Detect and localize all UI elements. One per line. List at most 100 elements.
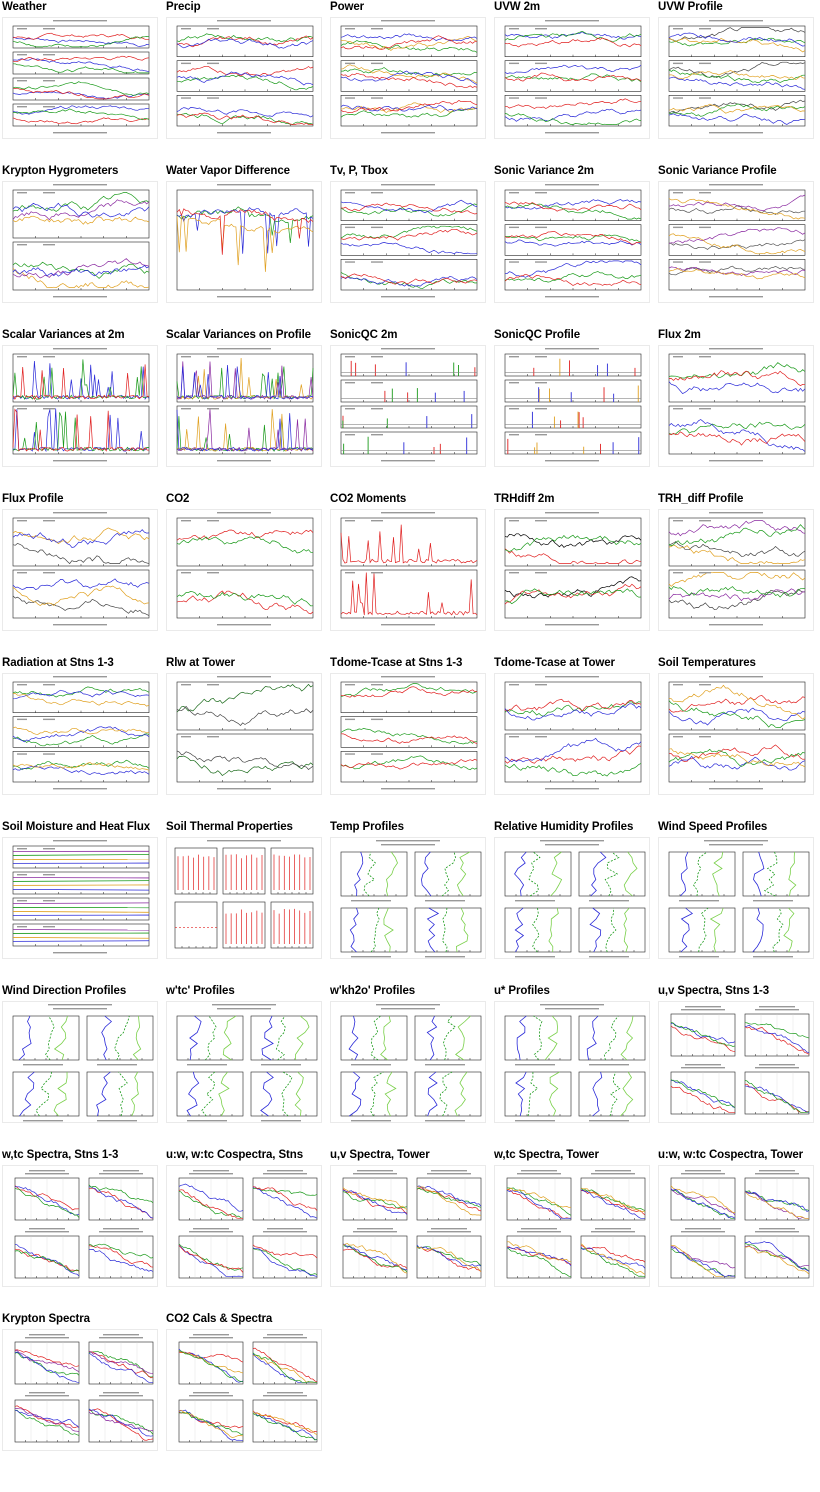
plot-link-wind-direction-profiles[interactable]: Wind Direction Profiles bbox=[0, 984, 164, 1148]
plot-thumbnail[interactable] bbox=[166, 181, 322, 303]
plot-thumbnail[interactable] bbox=[494, 181, 650, 303]
plot-thumbnail[interactable] bbox=[658, 345, 814, 467]
plot-title[interactable]: TRH_diff Profile bbox=[658, 493, 744, 505]
plot-link-temp-profiles[interactable]: Temp Profiles bbox=[328, 820, 492, 984]
plot-link-co2-cals-spectra[interactable]: CO2 Cals & Spectra bbox=[164, 1312, 328, 1476]
plot-thumbnail[interactable] bbox=[494, 1001, 650, 1123]
plot-title[interactable]: CO2 Cals & Spectra bbox=[166, 1313, 273, 1325]
plot-title[interactable]: w'tc' Profiles bbox=[166, 985, 235, 997]
plot-thumbnail[interactable] bbox=[330, 345, 486, 467]
plot-link-power[interactable]: Power bbox=[328, 0, 492, 164]
plot-link-krypton-hygrometers[interactable]: Krypton Hygrometers bbox=[0, 164, 164, 328]
plot-link-tdome-tcase-at-stns-1-3[interactable]: Tdome-Tcase at Stns 1-3 bbox=[328, 656, 492, 820]
plot-title[interactable]: SonicQC Profile bbox=[494, 329, 581, 341]
plot-thumbnail[interactable] bbox=[494, 17, 650, 139]
plot-title[interactable]: Soil Moisture and Heat Flux bbox=[2, 821, 151, 833]
plot-link-sonic-variance-profile[interactable]: Sonic Variance Profile bbox=[656, 164, 820, 328]
plot-title[interactable]: Wind Direction Profiles bbox=[2, 985, 127, 997]
plot-thumbnail[interactable] bbox=[330, 17, 486, 139]
plot-thumbnail[interactable] bbox=[166, 509, 322, 631]
plot-title[interactable]: TRHdiff 2m bbox=[494, 493, 555, 505]
plot-title[interactable]: Sonic Variance Profile bbox=[658, 165, 777, 177]
plot-thumbnail[interactable] bbox=[2, 673, 158, 795]
plot-title[interactable]: Krypton Spectra bbox=[2, 1313, 90, 1325]
plot-link-u-w-w-tc-cospectra-stns[interactable]: u:w, w:tc Cospectra, Stns bbox=[164, 1148, 328, 1312]
plot-title[interactable]: Radiation at Stns 1-3 bbox=[2, 657, 114, 669]
plot-title[interactable]: UVW Profile bbox=[658, 1, 723, 13]
plot-link-uvw-2m[interactable]: UVW 2m bbox=[492, 0, 656, 164]
plot-title[interactable]: Sonic Variance 2m bbox=[494, 165, 594, 177]
plot-thumbnail[interactable] bbox=[166, 1001, 322, 1123]
plot-title[interactable]: Soil Thermal Properties bbox=[166, 821, 293, 833]
plot-link-co2[interactable]: CO2 bbox=[164, 492, 328, 656]
plot-link-uvw-profile[interactable]: UVW Profile bbox=[656, 0, 820, 164]
plot-title[interactable]: CO2 Moments bbox=[330, 493, 407, 505]
plot-thumbnail[interactable] bbox=[494, 509, 650, 631]
plot-thumbnail[interactable] bbox=[2, 1001, 158, 1123]
plot-link-flux-profile[interactable]: Flux Profile bbox=[0, 492, 164, 656]
plot-title[interactable]: Precip bbox=[166, 1, 201, 13]
plot-title[interactable]: Flux 2m bbox=[658, 329, 701, 341]
plot-title[interactable]: Wind Speed Profiles bbox=[658, 821, 768, 833]
plot-thumbnail[interactable] bbox=[658, 837, 814, 959]
plot-link-soil-temperatures[interactable]: Soil Temperatures bbox=[656, 656, 820, 820]
plot-thumbnail[interactable] bbox=[658, 181, 814, 303]
plot-title[interactable]: SonicQC 2m bbox=[330, 329, 398, 341]
plot-thumbnail[interactable] bbox=[2, 345, 158, 467]
plot-thumbnail[interactable] bbox=[494, 1165, 650, 1287]
plot-thumbnail[interactable] bbox=[166, 1165, 322, 1287]
plot-link-w-tc-spectra-tower[interactable]: w,tc Spectra, Tower bbox=[492, 1148, 656, 1312]
plot-link-wind-speed-profiles[interactable]: Wind Speed Profiles bbox=[656, 820, 820, 984]
plot-title[interactable]: Tv, P, Tbox bbox=[330, 165, 388, 177]
plot-title[interactable]: Flux Profile bbox=[2, 493, 64, 505]
plot-title[interactable]: Scalar Variances at 2m bbox=[2, 329, 125, 341]
plot-thumbnail[interactable] bbox=[658, 1165, 814, 1287]
plot-title[interactable]: w'kh2o' Profiles bbox=[330, 985, 416, 997]
plot-link-scalar-variances-on-profile[interactable]: Scalar Variances on Profile bbox=[164, 328, 328, 492]
plot-thumbnail[interactable] bbox=[166, 837, 322, 959]
plot-thumbnail[interactable] bbox=[166, 1329, 322, 1451]
plot-thumbnail[interactable] bbox=[494, 837, 650, 959]
plot-title[interactable]: Relative Humidity Profiles bbox=[494, 821, 634, 833]
plot-thumbnail[interactable] bbox=[330, 837, 486, 959]
plot-title[interactable]: Scalar Variances on Profile bbox=[166, 329, 311, 341]
plot-title[interactable]: w,tc Spectra, Tower bbox=[494, 1149, 599, 1161]
plot-link-w-tc-profiles[interactable]: w'tc' Profiles bbox=[164, 984, 328, 1148]
plot-link-w-kh2o-profiles[interactable]: w'kh2o' Profiles bbox=[328, 984, 492, 1148]
plot-title[interactable]: Tdome-Tcase at Stns 1-3 bbox=[330, 657, 463, 669]
plot-link-u-profiles[interactable]: u* Profiles bbox=[492, 984, 656, 1148]
plot-title[interactable]: w,tc Spectra, Stns 1-3 bbox=[2, 1149, 119, 1161]
plot-link-tv-p-tbox[interactable]: Tv, P, Tbox bbox=[328, 164, 492, 328]
plot-link-tdome-tcase-at-tower[interactable]: Tdome-Tcase at Tower bbox=[492, 656, 656, 820]
plot-link-radiation-at-stns-1-3[interactable]: Radiation at Stns 1-3 bbox=[0, 656, 164, 820]
plot-thumbnail[interactable] bbox=[2, 181, 158, 303]
plot-link-sonicqc-profile[interactable]: SonicQC Profile bbox=[492, 328, 656, 492]
plot-thumbnail[interactable] bbox=[166, 673, 322, 795]
plot-link-soil-thermal-properties[interactable]: Soil Thermal Properties bbox=[164, 820, 328, 984]
plot-thumbnail[interactable] bbox=[658, 17, 814, 139]
plot-link-u-v-spectra-stns-1-3[interactable]: u,v Spectra, Stns 1-3 bbox=[656, 984, 820, 1148]
plot-thumbnail[interactable] bbox=[330, 1165, 486, 1287]
plot-thumbnail[interactable] bbox=[494, 345, 650, 467]
plot-link-w-tc-spectra-stns-1-3[interactable]: w,tc Spectra, Stns 1-3 bbox=[0, 1148, 164, 1312]
plot-thumbnail[interactable] bbox=[166, 17, 322, 139]
plot-title[interactable]: u:w, w:tc Cospectra, Tower bbox=[658, 1149, 804, 1161]
plot-title[interactable]: Krypton Hygrometers bbox=[2, 165, 119, 177]
plot-link-u-v-spectra-tower[interactable]: u,v Spectra, Tower bbox=[328, 1148, 492, 1312]
plot-title[interactable]: UVW 2m bbox=[494, 1, 541, 13]
plot-thumbnail[interactable] bbox=[658, 1001, 814, 1123]
plot-thumbnail[interactable] bbox=[330, 181, 486, 303]
plot-title[interactable]: Weather bbox=[2, 1, 47, 13]
plot-thumbnail[interactable] bbox=[330, 673, 486, 795]
plot-link-co2-moments[interactable]: CO2 Moments bbox=[328, 492, 492, 656]
plot-thumbnail[interactable] bbox=[2, 1329, 158, 1451]
plot-title[interactable]: Tdome-Tcase at Tower bbox=[494, 657, 615, 669]
plot-title[interactable]: Soil Temperatures bbox=[658, 657, 756, 669]
plot-thumbnail[interactable] bbox=[330, 1001, 486, 1123]
plot-link-sonic-variance-2m[interactable]: Sonic Variance 2m bbox=[492, 164, 656, 328]
plot-title[interactable]: u* Profiles bbox=[494, 985, 550, 997]
plot-link-soil-moisture-and-heat-flux[interactable]: Soil Moisture and Heat Flux bbox=[0, 820, 164, 984]
plot-link-scalar-variances-at-2m[interactable]: Scalar Variances at 2m bbox=[0, 328, 164, 492]
plot-link-krypton-spectra[interactable]: Krypton Spectra bbox=[0, 1312, 164, 1476]
plot-title[interactable]: Temp Profiles bbox=[330, 821, 404, 833]
